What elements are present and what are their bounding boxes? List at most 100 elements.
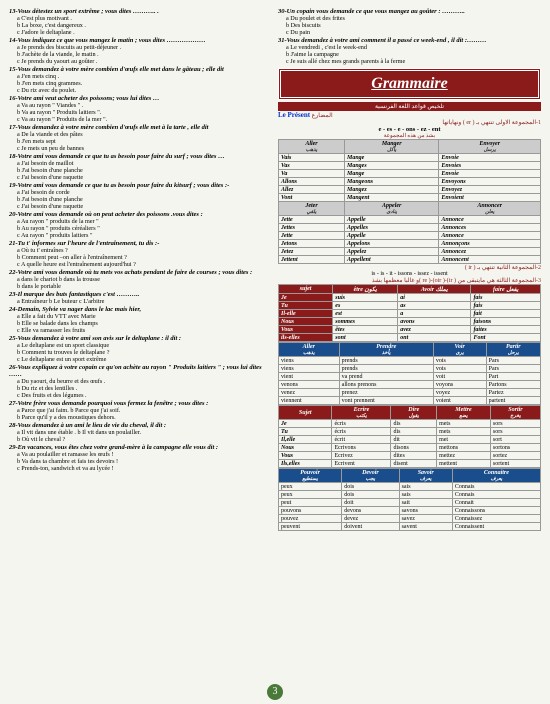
question-option: a Au rayon " produits de la mer " <box>9 218 272 225</box>
question-option: b Elle se balade dans les champs <box>9 320 272 327</box>
question-head: 15-Vous demandez à votre mère combien d'… <box>9 66 272 73</box>
question-14: 14-Vous indiquez ce que vous mangez le m… <box>9 37 272 65</box>
question-head: 20-Votre ami vous demande où on peut ach… <box>9 211 272 218</box>
group1-endings: e - es - e - ons - ez - ent <box>278 126 541 133</box>
question-option: c Je suis allé chez mes grands parents à… <box>278 58 541 65</box>
left-column: 13-Vous détestez un sport extrême ; vous… <box>6 8 275 531</box>
question-head: 19-Votre ami vous demande ce que tu as b… <box>9 182 272 189</box>
question-head: 16-Votre ami veut acheter des poissons; … <box>9 95 272 102</box>
question-option: b J'en mets cinq grammes. <box>9 80 272 87</box>
question-head: 14-Vous indiquez ce que vous mangez le m… <box>9 37 272 44</box>
question-option: a Où tu t' entraînes ? <box>9 247 272 254</box>
question-option: a Du poulet et des frites <box>278 15 541 22</box>
question-15: 15-Vous demandez à votre mère combien d'… <box>9 66 272 94</box>
question-26: 26-Vous expliquez à votre copain ce qu'o… <box>9 364 272 399</box>
question-option: a J'en mets cinq . <box>9 73 272 80</box>
question-option: b Au rayon " produits céréaliers " <box>9 225 272 232</box>
grammar-banner: Grammaire <box>278 68 541 100</box>
question-head: 27-Votre frère vous demande pourquoi vou… <box>9 400 272 407</box>
question-option: a De la viande et des pâtes <box>9 131 272 138</box>
verb-table-write: SujetEcrireيكتبDireيقولMettreيضعSortirيخ… <box>278 405 541 468</box>
question-option: b J'achète de la viande, le matin . <box>9 51 272 58</box>
question-option: b Du riz et des lentilles . <box>9 385 272 392</box>
question-option: c Du riz avec du poulet. <box>9 87 272 94</box>
question-option: c A quelle heure est l'entraînement aujo… <box>9 261 272 268</box>
question-20: 20-Votre ami vous demande où on peut ach… <box>9 211 272 239</box>
question-option: a Je prends des biscuits au petit-déjeun… <box>9 44 272 51</box>
question-option: b dans le portable <box>9 283 272 290</box>
question-option: c Va au rayon " Produits de la mer ". <box>9 116 272 123</box>
right-column: 30-Un copain vous demande ce que vous ma… <box>275 8 544 531</box>
question-option: a Du yaourt, du beurre et des œufs . <box>9 378 272 385</box>
question-option: a Il vit dans une étable . b Il vit dans… <box>9 429 272 436</box>
question-18: 18-Votre ami vous demande ce que tu as b… <box>9 153 272 181</box>
verb-table-can: PouvoirيستطيعDevoirيجبSavoirيعرفConnaitr… <box>278 468 541 531</box>
question-25: 25-Vous demandez à votre ami son avis su… <box>9 335 272 363</box>
question-16: 16-Votre ami veut acheter des poissons; … <box>9 95 272 123</box>
question-option: c Du pain <box>278 29 541 36</box>
group2-label: 2-المجموعة الثانية تنتهي بـ ( ir ) <box>278 264 541 271</box>
question-option: c Elle va ramasser les fruits <box>9 327 272 334</box>
question-19: 19-Votre ami vous demande ce que tu as b… <box>9 182 272 210</box>
question-option: a C'est plus motivant . <box>9 15 272 22</box>
question-13: 13-Vous détestez un sport extrême ; vous… <box>9 8 272 36</box>
verb-table-avoir: sujetêtre يكونAvoir يملكfaire يفعلJesuis… <box>278 284 541 342</box>
group1-label: 1-المجموعة الاولى تنتهي بـ ( er ) ونهايا… <box>278 119 541 126</box>
question-option: b J'ai besoin d'une planche <box>9 196 272 203</box>
question-head: 17-Vous demandez à votre mère combien d'… <box>9 124 272 131</box>
question-option: b Va au rayon " Produits laitiers ". <box>9 109 272 116</box>
question-30: 30-Un copain vous demande ce que vous ma… <box>278 8 541 36</box>
question-option: c J'ai besoin d'une raquette <box>9 203 272 210</box>
question-head: 18-Votre ami vous demande ce que tu as b… <box>9 153 272 160</box>
question-option: c Le deltaplane est un sport extrême <box>9 356 272 363</box>
question-option: b Va dans ta chambre et fais tes devoirs… <box>9 458 272 465</box>
question-option: a J'ai besoin de corde <box>9 189 272 196</box>
question-option: a Le vendredi , c'est le week-end <box>278 44 541 51</box>
question-head: 21-Tu t' informes sur l'heure de l'entra… <box>9 240 272 247</box>
question-option: a dans le chariot b dans la trousse <box>9 276 272 283</box>
verb-table-go: AllerيذهبPrendreيأخذVoirيرىPartirيرحلvie… <box>278 342 541 405</box>
question-head: 22-Votre ami vous demande où tu mets vos… <box>9 269 272 276</box>
question-option: b La boxe, c'est dangereux . <box>9 22 272 29</box>
page-number: 3 <box>267 684 283 700</box>
question-head: 13-Vous détestez un sport extrême ; vous… <box>9 8 272 15</box>
question-31: 31-Vous demandez à votre ami comment il … <box>278 37 541 65</box>
question-option: c J'adore le deltaplane . <box>9 29 272 36</box>
question-17: 17-Vous demandez à votre mère combien d'… <box>9 124 272 152</box>
question-option: a Entraîneur b Le buteur c L'arbitre <box>9 298 272 305</box>
question-head: 23-Il marque des buts fantastiques c'est… <box>9 291 272 298</box>
question-option: b J'ai besoin d'une planche <box>9 167 272 174</box>
question-option: b Comment tu trouves le deltaplane ? <box>9 349 272 356</box>
group3-label: 3-المجموعة الثالثة هي مايتبقى من ( ir)-(… <box>278 277 541 284</box>
question-option: a J'ai besoin de maillot <box>9 160 272 167</box>
question-23: 23-Il marque des buts fantastiques c'est… <box>9 291 272 305</box>
question-head: 31-Vous demandez à votre ami comment il … <box>278 37 541 44</box>
question-option: c J'ai besoin d'une raquette <box>9 174 272 181</box>
arabic-bar: تلخيص قواعد اللغة الفرنسية <box>278 102 541 111</box>
question-option: b Où vit le cheval ? <box>9 436 272 443</box>
question-option: c Prends-ton, sandwich et va au lycée ! <box>9 465 272 472</box>
question-28: 28-Vous demandez à un ami le lieu de vie… <box>9 422 272 443</box>
question-22: 22-Votre ami vous demande où tu mets vos… <box>9 269 272 290</box>
question-29: 29-En vacances, vous êtes chez votre gra… <box>9 444 272 472</box>
question-27: 27-Votre frère vous demande pourquoi vou… <box>9 400 272 421</box>
verb-table-1: AllerيذهبMangerيأكلEnvoyerيرسلVaisMangeE… <box>278 139 541 264</box>
question-head: 26-Vous expliquez à votre copain ce qu'o… <box>9 364 272 378</box>
question-option: b J'en mets sept <box>9 138 272 145</box>
question-option: a Va au rayon " Viandes " . <box>9 102 272 109</box>
question-option: a Le deltaplane est un sport classique <box>9 342 272 349</box>
question-option: a Va au poulailler et ramasse les œufs ! <box>9 451 272 458</box>
question-option: b J'aime la campagne <box>278 51 541 58</box>
question-option: b Comment peut –on aller à l'entraînemen… <box>9 254 272 261</box>
question-head: 24-Demain, Sylvie va nager dans le lac m… <box>9 306 272 313</box>
question-24: 24-Demain, Sylvie va nager dans le lac m… <box>9 306 272 334</box>
question-head: 28-Vous demandez à un ami le lieu de vie… <box>9 422 272 429</box>
question-option: c Je mets un peu de bannes <box>9 145 272 152</box>
question-head: 30-Un copain vous demande ce que vous ma… <box>278 8 541 15</box>
question-option: c Je prends du yaourt au goûter . <box>9 58 272 65</box>
question-head: 25-Vous demandez à votre ami son avis su… <box>9 335 272 342</box>
question-option: c Au rayon " produits laitiers " <box>9 232 272 239</box>
question-head: 29-En vacances, vous êtes chez votre gra… <box>9 444 272 451</box>
question-option: c Des fruits et des légumes . <box>9 392 272 399</box>
question-option: a Parce que j'ai faim. b Parce que j'ai … <box>9 407 272 414</box>
